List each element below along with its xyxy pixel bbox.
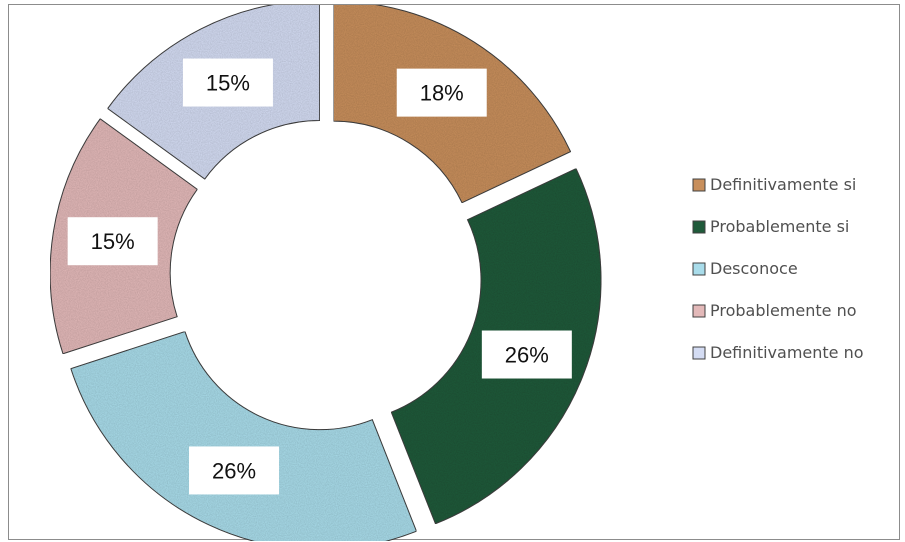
doughnut-chart: 18% 26% 26% 15% 15% Definitivamente si Probab… bbox=[49, 5, 864, 541]
data-label-probablemente-si: 26% bbox=[481, 330, 572, 379]
data-label-text: 15% bbox=[91, 229, 135, 254]
data-label-box bbox=[396, 68, 487, 117]
data-label-text: 26% bbox=[505, 343, 549, 368]
legend-item-probablemente-si: Probablemente si bbox=[692, 217, 849, 236]
data-label-definitivamente-no: 15% bbox=[182, 58, 273, 107]
legend: Definitivamente si Probablemente si Descon… bbox=[692, 175, 864, 362]
data-label-box bbox=[182, 58, 273, 107]
legend-swatch bbox=[692, 178, 706, 192]
legend-swatch bbox=[692, 220, 706, 234]
data-label-box bbox=[67, 217, 158, 266]
data-label-text: 15% bbox=[206, 71, 250, 96]
data-label-probablemente-no: 15% bbox=[67, 217, 158, 266]
slices-group bbox=[49, 5, 602, 541]
legend-item-probablemente-no: Probablemente no bbox=[692, 301, 857, 320]
data-label-text: 18% bbox=[420, 81, 464, 106]
data-label-box bbox=[189, 446, 280, 495]
data-label-definitivamente-si: 18% bbox=[396, 68, 487, 117]
data-label-desconoce: 26% bbox=[189, 446, 280, 495]
legend-swatch bbox=[692, 346, 706, 360]
legend-label: Definitivamente no bbox=[710, 343, 864, 362]
data-labels-group: 18% 26% 26% 15% 15% bbox=[67, 58, 572, 495]
legend-item-definitivamente-si: Definitivamente si bbox=[692, 175, 856, 194]
legend-label: Definitivamente si bbox=[710, 175, 856, 194]
legend-label: Desconoce bbox=[710, 259, 798, 278]
chart-frame: 18% 26% 26% 15% 15% Definitivamente si Probab… bbox=[8, 4, 900, 541]
data-label-text: 26% bbox=[212, 458, 256, 483]
legend-item-desconoce: Desconoce bbox=[692, 259, 798, 278]
legend-item-definitivamente-no: Definitivamente no bbox=[692, 343, 864, 362]
legend-label: Probablemente si bbox=[710, 217, 849, 236]
legend-label: Probablemente no bbox=[710, 301, 857, 320]
data-label-box bbox=[481, 330, 572, 379]
legend-swatch bbox=[692, 304, 706, 318]
slice-desconoce bbox=[70, 330, 418, 541]
legend-swatch bbox=[692, 262, 706, 276]
